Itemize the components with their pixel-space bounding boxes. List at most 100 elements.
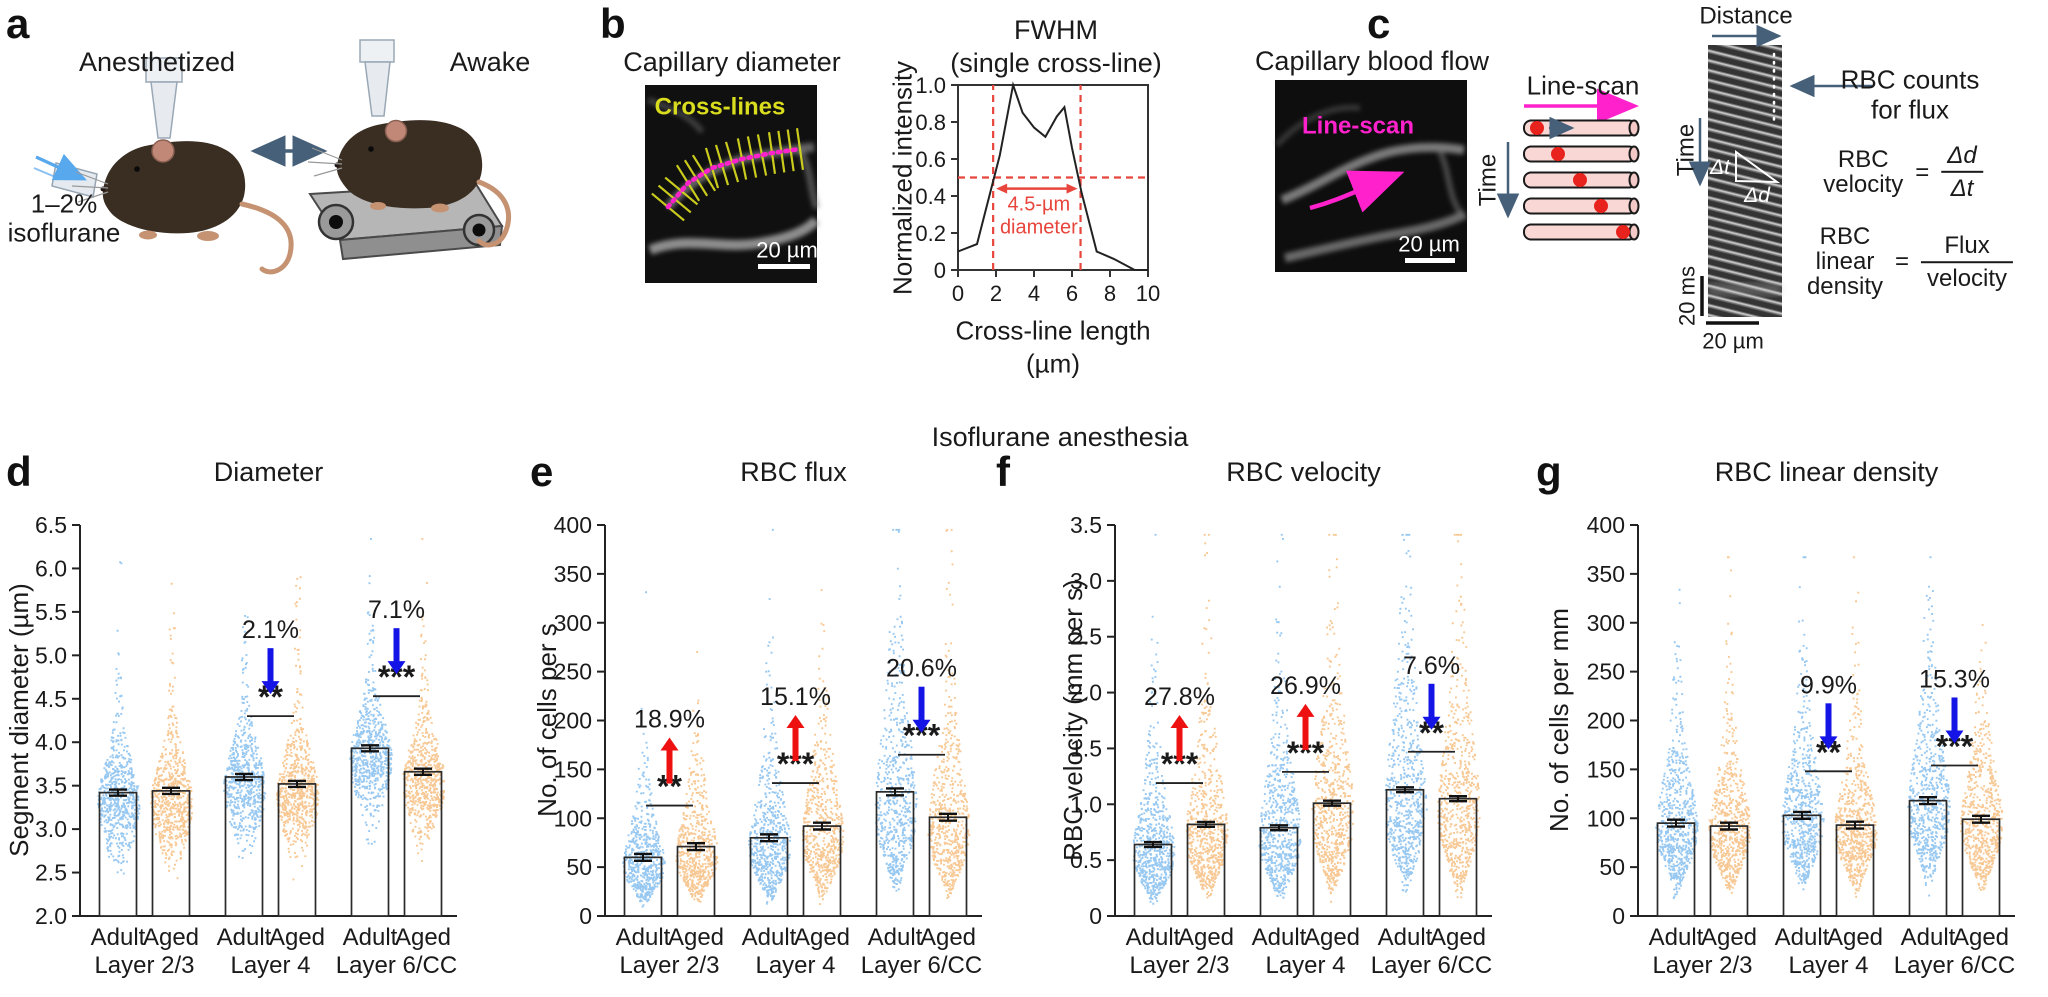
panel-label-g: g [1536,448,1562,495]
x-tick-aged: Aged [1953,924,2009,951]
adult-points [1384,533,1428,893]
scale-bar [1405,258,1455,263]
fwhm-subtitle: (single cross-line) [950,47,1162,78]
fwhm-xlabel-units: (µm) [1026,348,1080,379]
percent-change-label: 27.8% [1144,683,1215,711]
x-tick-aged: Aged [395,924,451,951]
y-tick-label: 3.0 [1070,568,1102,594]
scale-bar [758,264,810,269]
condition-anesthetized: Anesthetized [78,46,236,77]
y-tick-label: 5.5 [35,599,67,625]
rbc-velocity-equation: RBC velocity = Δd Δt [1823,143,1983,201]
polygon [261,681,280,695]
x-tick-aged: Aged [668,924,724,951]
polygon [660,737,679,751]
panel-f-chart: RBC velocity RBC velocity (mm per s) 0 0.5 1… [1058,457,1492,979]
mouse-tail [476,179,511,248]
fwhm-xtick: 6 [1066,281,1078,306]
x-tick-aged: Aged [269,924,325,951]
eq-numerator: Flux [1944,231,1990,259]
rbc-linear-density-title: RBC linear density [1715,457,1939,487]
panel-b-scale-label: 20 µm [756,237,818,263]
x-tick-adult: Adult [1378,924,1433,951]
percent-change-label: 26.9% [1270,672,1341,700]
polygon [996,183,1008,194]
percent-change-label: 2.1% [242,616,299,644]
layer-label: Layer 4 [755,952,835,979]
panel-label-c: c [1367,0,1391,47]
mouse-tail [239,201,294,275]
fwhm-diameter-value: 4.5-µm [1008,194,1071,216]
scatter-points [1960,624,2004,891]
anesthetic-name: isoflurane [7,217,121,248]
x-tick-adult: Adult [1649,924,1704,951]
section-title: Isoflurane anesthesia [931,421,1189,452]
isoflurane-arrow-icon [35,153,87,181]
ellipse [1628,145,1640,163]
aged-points [927,528,971,899]
ellipse [1628,197,1640,215]
capillary-centerline [665,146,803,210]
aged-points [1311,533,1354,903]
awake-mouse-illustration [307,39,511,261]
diameter-ylabel: Segment diameter (µm) [4,583,34,857]
whiskers [307,147,343,177]
polygon [1819,736,1838,750]
y-tick-label: 3.5 [35,773,67,799]
scatter-points [349,538,393,845]
aged-points [1185,533,1229,899]
y-tick-label: 0 [1612,903,1625,929]
layer-label: Layer 2/3 [1129,952,1229,979]
scatter-points [1132,533,1176,905]
x-tick-adult: Adult [1126,924,1181,951]
eq-denominator: Δt [1941,171,1983,201]
adult-points [622,591,666,908]
y-tick-label: 150 [1587,756,1625,782]
panel-c-scale-label: 20 µm [1398,231,1460,257]
rbc-density-equation: RBC linear density = Flux velocity [1807,224,2014,300]
scatter-points [1834,556,1878,898]
fwhm-ytick: 1.0 [915,73,946,98]
cross-lines-annotation: Cross-lines [654,93,786,121]
fwhm-xtick: 8 [1104,281,1116,306]
x-tick-adult: Adult [1901,924,1956,951]
scatter-points [402,538,446,862]
rbc-dot-icon [1551,147,1565,161]
layer-label: Layer 4 [230,952,310,979]
scatter-points [1311,533,1354,903]
mouse-body [336,120,483,209]
fwhm-title: FWHM [1014,14,1098,45]
fwhm-diameter-word: diameter [1000,217,1078,239]
y-tick-label: 1.0 [1070,791,1102,817]
eq-lhs: velocity [1823,171,1904,198]
layer-label: Layer 6/CC [1894,952,2015,979]
percent-change-label: 15.3% [1919,665,1990,693]
fwhm-ytick: 0.6 [915,147,946,172]
polygon [387,661,406,675]
scatter-points [1185,533,1229,899]
equals-sign: = [1915,158,1930,186]
y-tick-label: 4.0 [35,729,67,755]
x-tick-adult: Adult [868,924,923,951]
layer-label: Layer 6/CC [1371,952,1492,979]
panel-b-image-title: Capillary diameter [623,46,841,77]
line-scan-diagram-title: Line-scan [1526,70,1640,101]
y-tick-label: 0 [1089,903,1102,929]
cross-line-icon [795,128,805,170]
percent-change-label: 9.9% [1800,671,1857,699]
ellipse [1628,171,1640,189]
y-tick-label: 4.5 [35,686,67,712]
bar-fill [1657,823,1695,916]
panel-label-d: d [6,448,32,495]
y-tick-label: 2.5 [35,860,67,886]
layer-label: Layer 4 [1788,952,1868,979]
line-scan-diagram [1496,88,1640,241]
rbc-linear-density-ylabel: No. of cells per mm [1544,608,1574,832]
polygon [1422,716,1441,730]
fwhm-ytick: 0.4 [915,184,946,209]
ellipse [1628,119,1640,137]
scatter-points [1907,556,1951,897]
fwhm-xlabel: Cross-line length [955,315,1151,346]
